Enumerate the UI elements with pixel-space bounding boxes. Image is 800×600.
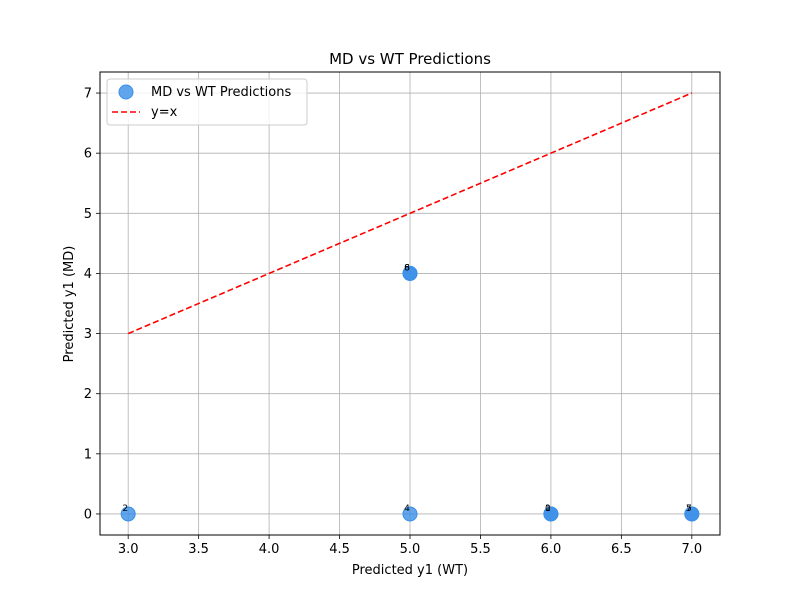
y-axis-label: Predicted y1 (MD) <box>62 246 77 363</box>
point-label: 8 <box>404 263 410 273</box>
point-label: 6 <box>404 263 410 273</box>
point-label: 2 <box>122 504 128 514</box>
legend-scatter-marker <box>118 84 134 100</box>
x-tick-label: 7.0 <box>681 542 702 557</box>
y-tick-label: 7 <box>84 87 92 102</box>
scatter-point <box>402 506 418 522</box>
y-tick-label: 2 <box>84 387 92 402</box>
legend-box <box>106 78 308 126</box>
data-points <box>120 265 700 522</box>
x-tick-label: 6.0 <box>541 542 562 557</box>
y-tick-label: 5 <box>84 207 92 222</box>
point-label: 1 <box>545 504 551 514</box>
x-tick-label: 4.0 <box>259 542 280 557</box>
legend-label-line: y=x <box>151 105 178 120</box>
reference-line-layer <box>127 92 693 335</box>
x-tick-label: 3.0 <box>118 542 139 557</box>
x-tick-label: 5.5 <box>470 542 491 557</box>
x-axis-ticks: 3.0 3.5 4.0 4.5 5.0 5.5 6.0 6.5 7.0 <box>118 535 702 557</box>
point-label: 4 <box>404 504 410 514</box>
x-tick-label: 5.0 <box>400 542 421 557</box>
legend: MD vs WT Predictions y=x <box>106 78 308 126</box>
scatter-point <box>684 506 700 522</box>
x-tick-label: 6.5 <box>611 542 632 557</box>
x-tick-label: 3.5 <box>188 542 209 557</box>
x-axis-label: Predicted y1 (WT) <box>352 563 468 578</box>
y-tick-label: 6 <box>84 147 92 162</box>
point-label: 5 <box>686 504 692 514</box>
point-label: 0 <box>545 504 551 514</box>
x-tick-label: 4.5 <box>329 542 350 557</box>
scatter-point <box>120 506 136 522</box>
y-tick-label: 4 <box>84 267 92 282</box>
chart-title: MD vs WT Predictions <box>329 50 491 68</box>
scatter-point <box>402 265 418 281</box>
y-equals-x-line <box>127 92 693 335</box>
y-tick-label: 3 <box>84 327 92 342</box>
point-labels: 2 86 4 10 57 <box>122 263 691 514</box>
y-tick-label: 0 <box>84 507 92 522</box>
y-tick-label: 1 <box>84 447 92 462</box>
y-axis-ticks: 0 1 2 3 4 5 6 7 <box>84 87 100 522</box>
legend-label-scatter: MD vs WT Predictions <box>151 85 291 100</box>
point-label: 7 <box>686 504 692 514</box>
scatter-point <box>543 506 559 522</box>
